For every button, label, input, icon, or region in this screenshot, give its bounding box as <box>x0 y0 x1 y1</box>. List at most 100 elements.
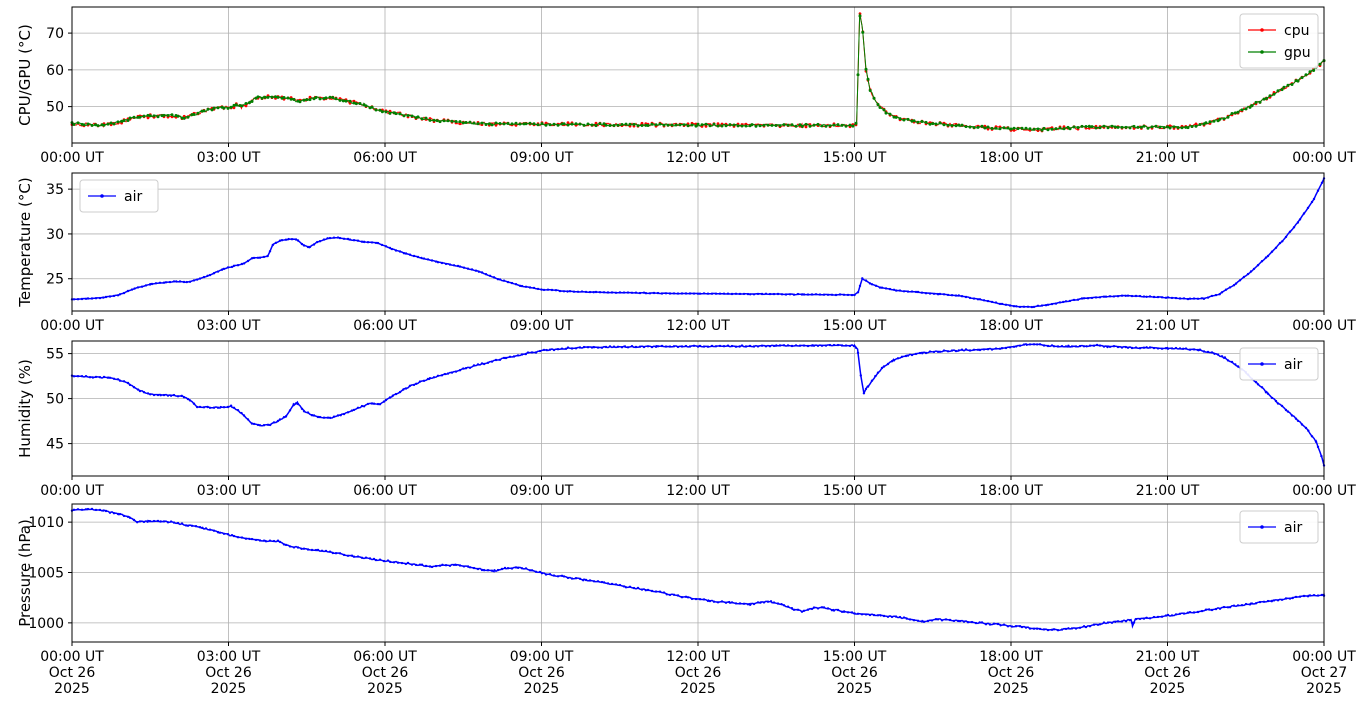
x-tick-label: 09:00 UT <box>510 649 574 665</box>
panel-humidity-y-axis: 45 50 55 Humidity (%) <box>16 347 72 458</box>
x-tick-date-label: Oct 26 <box>675 665 722 681</box>
x-tick-label: 00:00 UT <box>40 483 104 499</box>
y-tick-label: 45 <box>46 437 64 453</box>
x-tick-label: 12:00 UT <box>666 150 730 166</box>
x-tick-label: 21:00 UT <box>1136 150 1200 166</box>
series-markers-air <box>70 343 1326 467</box>
x-tick-year-label: 2025 <box>367 681 403 697</box>
panel-cpu-gpu-x-axis: 00:00 UT 03:00 UT 06:00 UT 09:00 UT 12:00 UT… <box>40 143 1356 166</box>
x-tick-label: 06:00 UT <box>353 483 417 499</box>
legend-humidity: air <box>1239 347 1319 381</box>
x-tick-date-label: Oct 26 <box>1144 665 1191 681</box>
x-tick-label: 06:00 UT <box>353 649 417 665</box>
x-tick-year-label: 2025 <box>680 681 716 697</box>
y-tick-label: 25 <box>46 272 64 288</box>
y-tick-label: 1000 <box>28 616 64 632</box>
x-tick-year-label: 2025 <box>1150 681 1186 697</box>
x-tick-label: 15:00 UT <box>823 318 887 334</box>
panel-temperature-y-axis: 25 30 35 Temperature (°C) <box>16 177 72 308</box>
series-pressure-air <box>70 507 1326 632</box>
x-tick-label: 00:00 UT <box>1292 483 1356 499</box>
x-tick-label: 15:00 UT <box>823 649 887 665</box>
legend-pressure: air <box>1239 510 1319 544</box>
x-tick-label: 18:00 UT <box>979 649 1043 665</box>
panel-cpu-gpu-y-axis: 50 60 70 CPU/GPU (°C) <box>16 24 72 126</box>
y-tick-label: 1005 <box>28 565 64 581</box>
series-humidity-air <box>70 343 1326 467</box>
y-tick-label: 1010 <box>28 515 64 531</box>
y-axis-title: Pressure (hPa) <box>16 519 34 627</box>
x-tick-label: 12:00 UT <box>666 649 730 665</box>
x-tick-label: 21:00 UT <box>1136 483 1200 499</box>
x-tick-label: 12:00 UT <box>666 483 730 499</box>
x-tick-date-label: Oct 26 <box>518 665 565 681</box>
x-tick-label: 00:00 UT <box>1292 150 1356 166</box>
x-tick-date-label: Oct 26 <box>205 665 252 681</box>
panel-temperature-grid <box>71 173 1325 311</box>
series-cpu-gpu-gpu <box>70 13 1326 132</box>
legend-cpu-gpu: cpu gpu <box>1239 13 1319 69</box>
x-tick-label: 15:00 UT <box>823 483 887 499</box>
x-tick-label: 12:00 UT <box>666 318 730 334</box>
y-tick-label: 35 <box>46 182 64 198</box>
x-tick-date-label: Oct 26 <box>362 665 409 681</box>
x-tick-label: 15:00 UT <box>823 150 887 166</box>
legend-label-air: air <box>1284 357 1302 373</box>
x-tick-label: 18:00 UT <box>979 483 1043 499</box>
legend-label-cpu: cpu <box>1284 23 1309 39</box>
y-tick-label: 55 <box>46 347 64 363</box>
x-tick-label: 00:00 UT <box>40 150 104 166</box>
x-tick-label: 03:00 UT <box>197 483 261 499</box>
x-tick-date-label: Oct 26 <box>49 665 96 681</box>
series-markers-gpu <box>70 14 1326 132</box>
series-temperature-air <box>70 177 1326 309</box>
legend-box <box>1239 13 1319 69</box>
y-tick-label: 30 <box>46 227 64 243</box>
x-tick-label: 00:00 UT <box>1292 649 1356 665</box>
legend-box <box>1239 347 1319 381</box>
x-tick-label: 00:00 UT <box>40 318 104 334</box>
y-tick-label: 70 <box>46 26 64 42</box>
x-tick-date-label: Oct 26 <box>831 665 878 681</box>
panel-cpu-gpu: 00:00 UT 03:00 UT 06:00 UT 09:00 UT 12:00 UT… <box>16 6 1356 166</box>
x-tick-label: 00:00 UT <box>40 649 104 665</box>
x-tick-label: 06:00 UT <box>353 150 417 166</box>
series-markers-air <box>70 507 1326 632</box>
legend-temperature: air <box>79 179 159 213</box>
x-tick-label: 03:00 UT <box>197 318 261 334</box>
x-tick-label: 21:00 UT <box>1136 649 1200 665</box>
x-tick-year-label: 2025 <box>1306 681 1342 697</box>
y-axis-title: Humidity (%) <box>16 359 34 458</box>
x-tick-label: 03:00 UT <box>197 649 261 665</box>
legend-marker-gpu <box>1260 50 1264 54</box>
x-tick-date-label: Oct 27 <box>1301 665 1347 681</box>
panel-humidity: 00:00 UT 03:00 UT 06:00 UT 09:00 UT 12:00 UT… <box>16 340 1356 499</box>
panel-humidity-grid <box>71 341 1325 476</box>
x-tick-label: 00:00 UT <box>1292 318 1356 334</box>
x-tick-label: 06:00 UT <box>353 318 417 334</box>
panel-pressure-grid <box>71 504 1325 642</box>
legend-label-air: air <box>1284 520 1302 536</box>
x-tick-label: 21:00 UT <box>1136 318 1200 334</box>
panel-temperature: 00:00 UT 03:00 UT 06:00 UT 09:00 UT 12:00 UT… <box>16 172 1356 334</box>
x-tick-label: 03:00 UT <box>197 150 261 166</box>
x-tick-year-label: 2025 <box>993 681 1029 697</box>
legend-label-gpu: gpu <box>1284 45 1311 61</box>
series-markers-air <box>70 177 1326 309</box>
legend-label-air: air <box>124 189 142 205</box>
x-tick-label: 09:00 UT <box>510 483 574 499</box>
panel-humidity-x-axis: 00:00 UT 03:00 UT 06:00 UT 09:00 UT 12:00 UT… <box>40 476 1356 499</box>
x-tick-label: 18:00 UT <box>979 318 1043 334</box>
legend-box <box>79 179 159 213</box>
x-tick-year-label: 2025 <box>54 681 90 697</box>
x-tick-label: 09:00 UT <box>510 150 574 166</box>
legend-marker-air <box>1260 362 1264 366</box>
x-tick-year-label: 2025 <box>837 681 873 697</box>
y-axis-title: Temperature (°C) <box>16 177 34 307</box>
legend-marker-air <box>1260 525 1264 529</box>
